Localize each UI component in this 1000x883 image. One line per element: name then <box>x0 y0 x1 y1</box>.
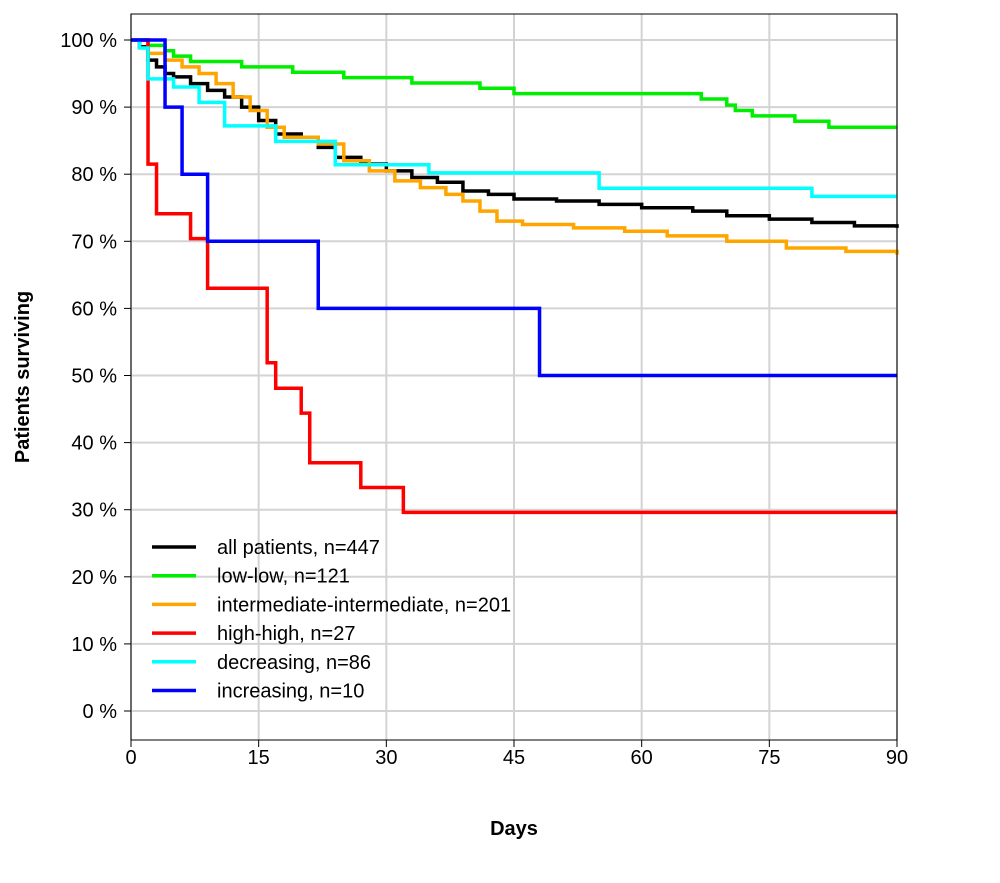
x-tick-label: 15 <box>248 747 270 769</box>
x-tick-label: 45 <box>503 747 525 769</box>
y-tick-label: 60 % <box>71 298 117 320</box>
legend-label: high-high, n=27 <box>217 623 355 645</box>
series-line-1 <box>131 38 897 129</box>
y-tick-label: 50 % <box>71 366 117 388</box>
legend-label: increasing, n=10 <box>217 681 364 703</box>
y-tick-label: 0 % <box>83 701 118 723</box>
x-tick-label: 30 <box>375 747 397 769</box>
y-tick-label: 10 % <box>71 634 117 656</box>
x-tick-label: 60 <box>631 747 653 769</box>
legend: all patients, n=447 low-low, n=121 interme… <box>152 537 511 703</box>
x-axis-title: Days <box>490 818 538 840</box>
y-tick-label: 40 % <box>71 433 117 455</box>
y-axis-title: Patients surviving <box>12 291 34 463</box>
y-tick-label: 80 % <box>71 164 117 186</box>
legend-label: intermediate-intermediate, n=201 <box>217 594 511 616</box>
y-tick-label: 20 % <box>71 567 117 589</box>
legend-label: low-low, n=121 <box>217 566 350 588</box>
legend-label: decreasing, n=86 <box>217 652 371 674</box>
series-line-2 <box>131 38 899 255</box>
y-tick-label: 70 % <box>71 231 117 253</box>
series-line-4 <box>131 38 897 199</box>
series-lines <box>131 38 899 515</box>
x-tick-label: 90 <box>886 747 908 769</box>
y-tick-label: 100 % <box>60 30 117 52</box>
y-tick-label: 90 % <box>71 97 117 119</box>
series-line-3 <box>131 38 897 515</box>
x-tick-label: 75 <box>758 747 780 769</box>
series-line-5 <box>131 38 897 378</box>
axes: 0 15 30 45 60 75 90 0 % 10 % 20 % 30 % 40 % 50 % 60 %… <box>60 14 908 769</box>
legend-label: all patients, n=447 <box>217 537 380 559</box>
x-tick-label: 0 <box>125 747 136 769</box>
y-tick-label: 30 % <box>71 500 117 522</box>
